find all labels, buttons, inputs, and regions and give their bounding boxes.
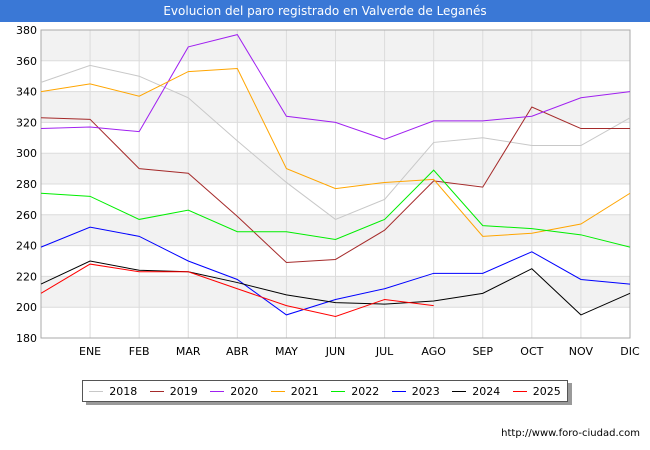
legend-swatch [391,390,406,392]
x-tick-label: JUL [375,345,394,358]
series-line-2020 [40,34,631,140]
legend-item-2025: 2025 [512,384,561,398]
source-link[interactable]: http://www.foro-ciudad.com [501,428,640,439]
x-tick-label: FEB [129,345,150,358]
legend-swatch [331,390,346,392]
legend-item-2021: 2021 [270,384,319,398]
y-tick-label: 240 [16,240,37,253]
plot-frame [40,29,631,339]
x-tick-label: ENE [79,345,101,358]
legend-item-2018: 2018 [89,385,137,398]
y-tick-label: 220 [16,270,37,283]
series-line-2023 [40,226,631,316]
x-tick-label: NOV [569,345,594,358]
chart-legend: 2018 2019 2020 2021 2022 2023 2024 2025 [82,380,568,402]
legend-swatch [210,390,225,392]
legend-swatch [149,390,164,392]
series-line-2021 [40,67,631,237]
y-tick-label: 380 [16,24,37,37]
legend-label: 2023 [411,384,440,398]
legend-label: 2025 [532,384,561,398]
legend-item-2023: 2023 [391,384,440,398]
x-tick-label: SEP [472,345,493,358]
legend-swatch [89,390,104,392]
x-tick-label: MAY [275,345,298,358]
y-tick-label: 320 [16,116,37,129]
legend-label: 2021 [290,384,319,398]
legend-label: 2019 [169,384,198,398]
legend-label: 2022 [351,384,380,398]
legend-label: 2020 [230,384,259,398]
x-tick-label: MAR [176,345,201,358]
y-tick-label: 300 [16,147,37,160]
legend-item-2020: 2020 [210,385,258,398]
y-tick-label: 340 [16,86,37,99]
y-tick-label: 360 [16,55,37,68]
legend-swatch [270,390,285,392]
series-line-2018 [40,64,631,220]
x-tick-label: OCT [520,345,543,358]
series-line-2025 [40,263,434,317]
y-tick-label: 280 [16,178,37,191]
legend-item-2022: 2022 [331,385,379,398]
x-tick-label: DIC [620,345,640,358]
y-tick-label: 180 [16,332,37,345]
series-line-2019 [40,106,630,264]
y-tick-label: 260 [16,209,37,222]
legend-item-2024: 2024 [452,385,500,398]
chart-title: Evolucion del paro registrado en Valverd… [0,0,650,22]
x-tick-label: JUN [325,345,346,358]
series-line-2024 [40,260,631,316]
legend-label: 2024 [472,384,501,398]
legend-swatch [512,390,527,392]
x-tick-label: ABR [226,345,249,358]
series-line-2022 [40,169,631,248]
x-tick-label: AGO [421,345,446,358]
legend-label: 2018 [109,384,138,398]
legend-item-2019: 2019 [149,384,198,398]
legend-swatch [452,390,467,392]
y-tick-label: 200 [16,301,37,314]
